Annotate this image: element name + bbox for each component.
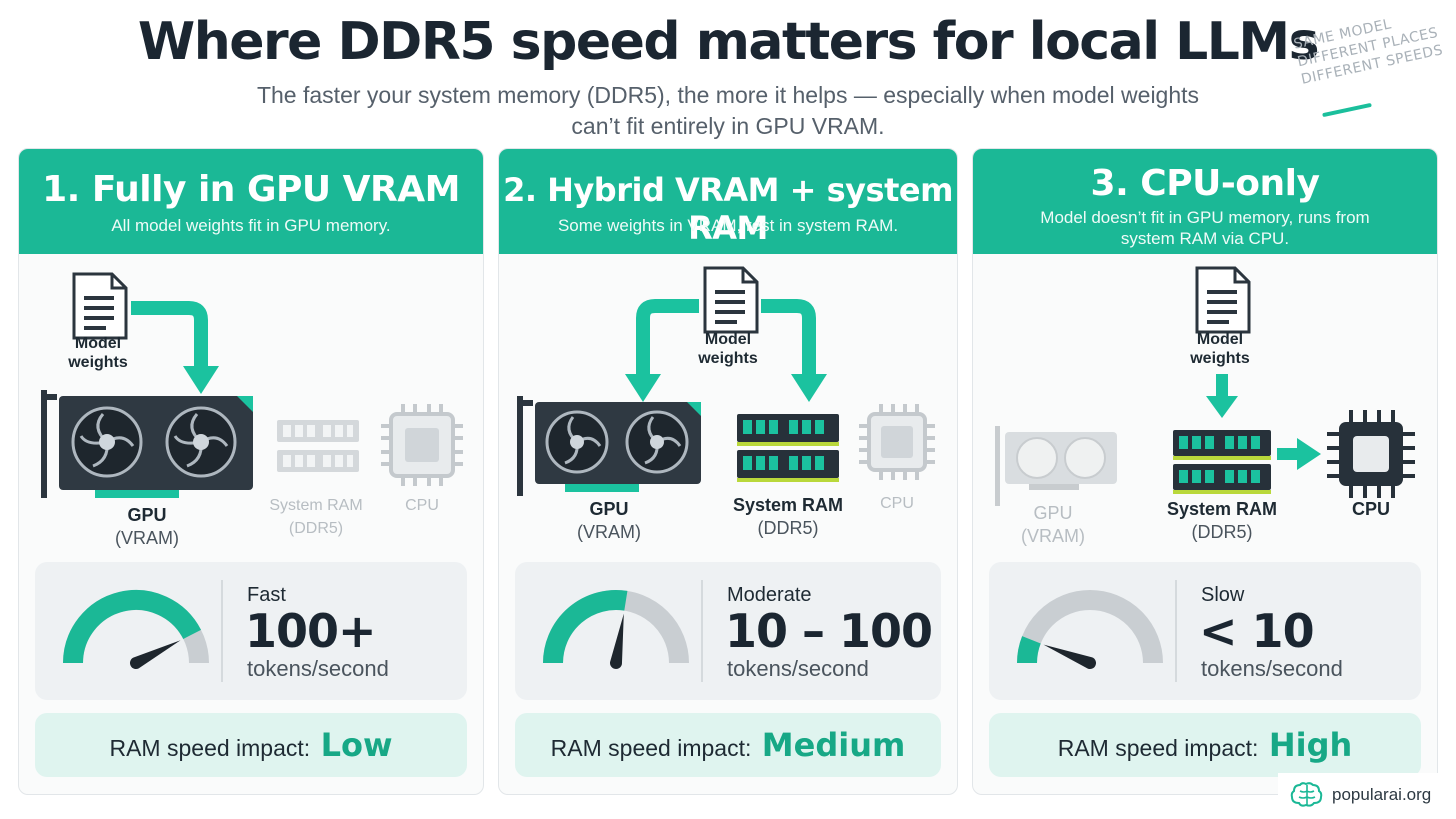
panel-subtitle-line-2: system RAM via CPU. xyxy=(1120,229,1290,248)
speed-box: Slow < 10 tokens/second xyxy=(989,562,1421,700)
speed-value: 10 – 100 xyxy=(725,604,933,658)
gauge-icon xyxy=(1017,590,1163,670)
ram-icon xyxy=(737,414,839,482)
impact-label: RAM speed impact: xyxy=(109,735,311,761)
impact-label: RAM speed impact: xyxy=(1057,735,1259,761)
gpu-icon xyxy=(995,426,1117,506)
arrow-icon xyxy=(131,301,219,394)
subtitle-line-2: can’t fit entirely in GPU VRAM. xyxy=(571,113,885,139)
impact-level: High xyxy=(1268,726,1353,764)
speed-value: 100+ xyxy=(245,604,377,658)
impact-label: RAM speed impact: xyxy=(550,735,752,761)
panel-header: 3. CPU-only Model doesn’t fit in GPU mem… xyxy=(973,149,1437,254)
panel-title: 2. Hybrid VRAM + system RAM xyxy=(503,171,953,247)
ram-label: System RAM (DDR5) xyxy=(269,497,363,537)
impact-box: RAM speed impact: High xyxy=(989,713,1421,777)
ram-label: System RAM (DDR5) xyxy=(732,495,844,538)
cpu-label: CPU xyxy=(1351,499,1390,519)
speed-label: Fast xyxy=(247,584,286,606)
speed-divider xyxy=(221,580,223,682)
impact-level: Low xyxy=(320,726,393,764)
brain-icon xyxy=(1290,782,1323,807)
panel-cpu-only: 3. CPU-only Model doesn’t fit in GPU mem… xyxy=(972,148,1438,795)
impact-box: RAM speed impact: Medium xyxy=(515,713,941,777)
speed-unit: tokens/second xyxy=(727,656,869,681)
speed-value: < 10 xyxy=(1199,604,1315,658)
impact-level: Medium xyxy=(761,726,906,764)
arrow-icon xyxy=(625,299,827,402)
side-note-underline xyxy=(1322,102,1372,118)
model-weights-label: Model weights xyxy=(68,335,128,371)
model-weights-label: Model weights xyxy=(1190,331,1250,367)
panel-diagram: Model weights GPU (VRAM) System RAM (DDR5) … xyxy=(19,254,483,554)
gpu-icon xyxy=(41,390,253,498)
document-icon xyxy=(72,272,128,340)
cpu-icon xyxy=(859,404,935,480)
ram-label: System RAM (DDR5) xyxy=(1166,499,1278,542)
panel-diagram: Model weights GPU (VRAM) System RAM (DDR5) … xyxy=(973,254,1437,554)
panel-diagram: Model weights GPU (VRAM) System RAM (DDR5) … xyxy=(499,254,957,554)
speed-divider xyxy=(1175,580,1177,682)
page-subtitle: The faster your system memory (DDR5), th… xyxy=(228,80,1228,142)
speed-label: Slow xyxy=(1201,584,1245,606)
panel-subtitle: Model doesn’t fit in GPU memory, runs fr… xyxy=(993,207,1417,249)
speed-unit: tokens/second xyxy=(1201,656,1343,681)
gpu-label: GPU (VRAM) xyxy=(115,505,179,548)
cpu-label: CPU xyxy=(880,495,914,512)
gpu-label: GPU (VRAM) xyxy=(1021,503,1085,546)
model-weights-label: Model weights xyxy=(698,331,758,367)
ram-icon xyxy=(1173,430,1271,494)
panel-title: 1. Fully in GPU VRAM xyxy=(42,169,460,210)
brand-name: popularai.org xyxy=(1332,785,1432,804)
panel-header: 1. Fully in GPU VRAM All model weights f… xyxy=(19,149,483,254)
page-title: Where DDR5 speed matters for local LLMs xyxy=(137,12,1320,72)
gpu-icon xyxy=(517,396,701,496)
ram-icon xyxy=(277,420,359,472)
document-icon xyxy=(1195,266,1251,334)
panel-subtitle: All model weights fit in GPU memory. xyxy=(111,216,391,235)
cpu-icon xyxy=(1327,410,1415,498)
gauge-icon xyxy=(543,590,689,669)
arrow-icon xyxy=(1206,374,1321,470)
impact-box: RAM speed impact: Low xyxy=(35,713,467,777)
panel-subtitle: Some weights in VRAM, rest in system RAM… xyxy=(557,216,899,235)
gauge-icon xyxy=(63,590,209,669)
panel-gpu-vram: 1. Fully in GPU VRAM All model weights f… xyxy=(18,148,484,795)
speed-box: Fast 100+ tokens/second xyxy=(35,562,467,700)
panel-subtitle-line-1: Model doesn’t fit in GPU memory, runs fr… xyxy=(1040,208,1370,227)
subtitle-line-1: The faster your system memory (DDR5), th… xyxy=(256,82,1200,108)
brand-link[interactable]: popularai.org xyxy=(1278,773,1446,817)
speed-label: Moderate xyxy=(727,584,812,606)
gpu-label: GPU (VRAM) xyxy=(577,499,641,542)
cpu-icon xyxy=(381,404,463,486)
document-icon xyxy=(703,266,759,334)
speed-unit: tokens/second xyxy=(247,656,389,681)
speed-divider xyxy=(701,580,703,682)
speed-box: Moderate 10 – 100 tokens/second xyxy=(515,562,941,700)
cpu-label: CPU xyxy=(405,497,439,514)
panel-header: 2. Hybrid VRAM + system RAM Some weights… xyxy=(499,149,957,254)
panel-hybrid: 2. Hybrid VRAM + system RAM Some weights… xyxy=(498,148,958,795)
panel-title: 3. CPU-only xyxy=(1090,163,1320,204)
